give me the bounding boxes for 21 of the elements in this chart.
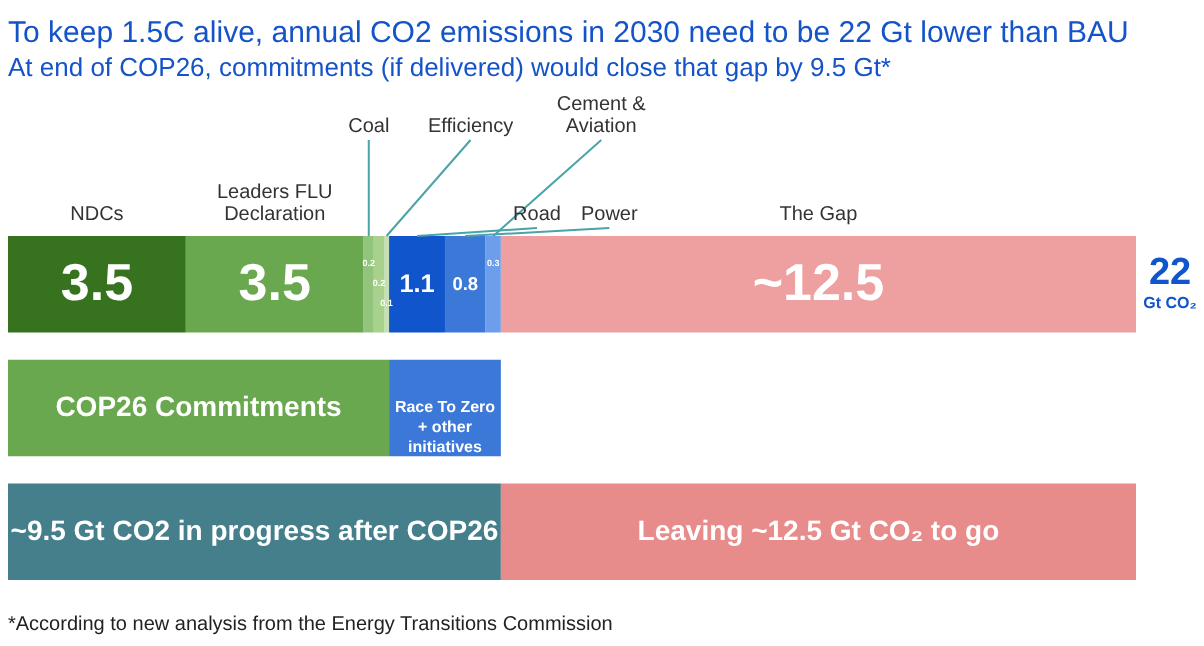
data-label: 1.1 <box>399 270 435 299</box>
total-label: 22 Gt CO₂ <box>1143 252 1198 313</box>
text: Coal <box>348 116 390 138</box>
chart-title: To keep 1.5C alive, annual CO2 emissions in 2030 need to be 22 Gt lower than BAU <box>8 16 1129 50</box>
series-label: NDCs <box>70 204 124 226</box>
data-label: 3.5 <box>60 252 134 313</box>
data-label: ~12.5 <box>752 252 885 313</box>
chart-subtitle: At end of COP26, commitments (if delivered) would close that gap by 9.5 Gt* <box>8 52 891 82</box>
series-label: The Gap <box>779 204 859 226</box>
series-label: Leaving ~12.5 Gt CO₂ to go <box>637 513 1000 546</box>
series-label: COP26 Commitments <box>55 390 343 422</box>
text: Efficiency <box>427 116 514 138</box>
text: Power <box>580 204 639 226</box>
text: Cement & Aviation <box>556 94 647 138</box>
text: *According to new analysis from the Energy Transitions Commission <box>8 614 613 636</box>
data-label: 0.8 <box>452 274 479 295</box>
text: Road <box>513 204 561 226</box>
data-label: 3.5 <box>238 252 311 313</box>
series-label: ~9.5 Gt CO2 in progress after COP26 <box>10 513 499 546</box>
series-label: Leaders FLU Declaration <box>216 182 333 226</box>
series-label: Race To Zero + other initiatives <box>394 398 496 456</box>
